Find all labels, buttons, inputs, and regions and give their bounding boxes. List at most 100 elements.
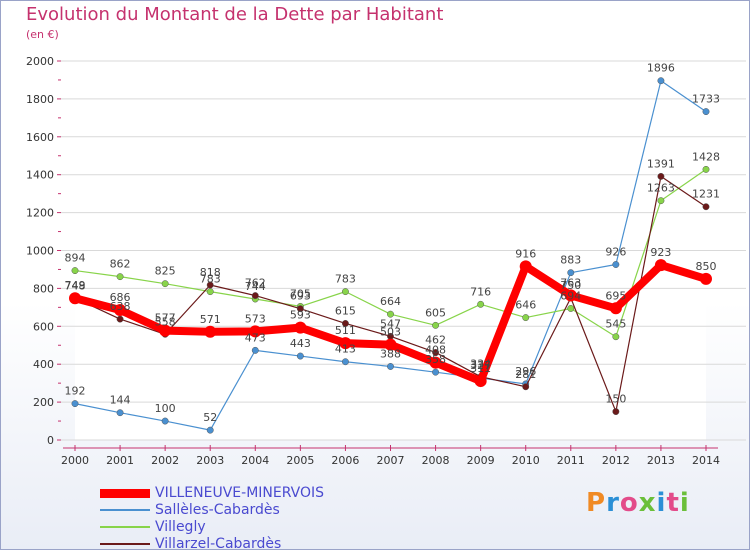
- data-point: [609, 302, 622, 315]
- x-tick-label: 2006: [331, 454, 359, 467]
- data-label: 503: [380, 326, 401, 339]
- data-point: [341, 288, 349, 296]
- data-label: 192: [65, 385, 86, 398]
- data-point: [612, 261, 620, 268]
- y-tick-label: 2000: [26, 55, 54, 68]
- data-point: [206, 288, 214, 296]
- data-point: [116, 315, 124, 323]
- data-label: 577: [155, 312, 176, 325]
- data-label: 1231: [692, 188, 720, 201]
- data-label: 462: [425, 333, 446, 346]
- data-point: [339, 337, 352, 350]
- x-tick-label: 2013: [647, 454, 675, 467]
- x-tick-label: 2012: [602, 454, 630, 467]
- data-label: 473: [245, 331, 266, 344]
- data-point: [477, 300, 485, 308]
- data-label: 144: [110, 394, 131, 407]
- x-tick-label: 2008: [422, 454, 450, 467]
- data-label: 783: [335, 273, 356, 286]
- x-tick-label: 2001: [106, 454, 134, 467]
- data-label: 311: [470, 362, 491, 375]
- data-label: 862: [110, 258, 131, 271]
- data-label: 545: [605, 318, 626, 331]
- data-point: [249, 325, 262, 338]
- data-label: 558: [155, 315, 176, 328]
- data-label: 850: [696, 260, 717, 273]
- data-point: [522, 314, 530, 322]
- data-point: [519, 260, 532, 273]
- data-point: [432, 368, 440, 376]
- data-point: [432, 349, 440, 356]
- legend-label: VILLENEUVE-MINERVOIS: [155, 485, 325, 501]
- logo-letter: r: [606, 488, 620, 518]
- data-point: [474, 375, 487, 388]
- x-tick-label: 2011: [557, 454, 585, 467]
- data-point: [114, 304, 127, 317]
- data-point: [296, 305, 304, 313]
- legend-label: Sallèles-Cabardès: [155, 502, 280, 518]
- data-point: [702, 203, 710, 211]
- data-point: [702, 165, 710, 173]
- data-label: 763: [560, 276, 581, 289]
- logo-letter: i: [656, 488, 667, 518]
- data-point: [612, 333, 620, 341]
- y-tick-label: 1200: [26, 207, 54, 220]
- data-point: [341, 358, 349, 366]
- data-point: [206, 426, 214, 434]
- series-villegly: [71, 165, 710, 341]
- data-label: 762: [245, 277, 266, 290]
- data-point: [657, 172, 665, 180]
- x-tick-label: 2009: [467, 454, 495, 467]
- data-label: 52: [203, 411, 217, 424]
- logo-letter: x: [638, 488, 657, 518]
- y-tick-label: 1600: [26, 131, 54, 144]
- data-label: 150: [605, 393, 626, 406]
- data-point: [702, 108, 710, 116]
- data-label: 571: [200, 313, 221, 326]
- data-label: 281: [515, 368, 536, 381]
- data-point: [567, 305, 575, 312]
- x-tick-label: 2003: [196, 454, 224, 467]
- x-tick-label: 2002: [151, 454, 179, 467]
- x-tick-label: 2000: [61, 454, 89, 467]
- data-label: 686: [110, 291, 131, 304]
- y-tick-label: 400: [33, 358, 54, 371]
- data-label: 593: [290, 309, 311, 322]
- data-label: 327: [470, 359, 491, 372]
- data-point: [161, 280, 169, 288]
- data-label: 638: [110, 300, 131, 313]
- data-point: [116, 409, 124, 417]
- data-point: [204, 325, 217, 338]
- data-point: [432, 321, 440, 329]
- data-point: [564, 289, 577, 302]
- legend-swatch: [100, 526, 150, 528]
- data-point: [657, 77, 665, 85]
- data-label: 573: [245, 312, 266, 325]
- data-label: 408: [425, 344, 446, 357]
- data-label: 1391: [647, 157, 675, 170]
- series-villeneuve-minervois: [69, 259, 712, 388]
- data-point: [387, 310, 394, 318]
- y-tick-label: 200: [33, 396, 54, 409]
- data-point: [567, 269, 575, 277]
- legend-swatch: [100, 488, 150, 498]
- data-label: 694: [560, 289, 581, 302]
- data-point: [159, 324, 172, 337]
- data-label: 296: [515, 365, 536, 378]
- data-point: [251, 292, 259, 300]
- legend-label: Villarzel-Cabardès: [155, 536, 282, 552]
- data-label: 358: [425, 353, 446, 366]
- data-label: 750: [560, 279, 581, 292]
- data-label: 783: [200, 273, 221, 286]
- data-label: 695: [605, 289, 626, 302]
- x-tick-label: 2010: [512, 454, 540, 467]
- data-label: 744: [245, 280, 266, 293]
- data-point: [341, 320, 349, 327]
- data-label: 818: [200, 266, 221, 279]
- data-label: 1896: [647, 62, 675, 75]
- data-point: [654, 259, 667, 272]
- x-tick-label: 2004: [241, 454, 269, 467]
- data-label: 100: [155, 402, 176, 415]
- data-point: [296, 352, 304, 360]
